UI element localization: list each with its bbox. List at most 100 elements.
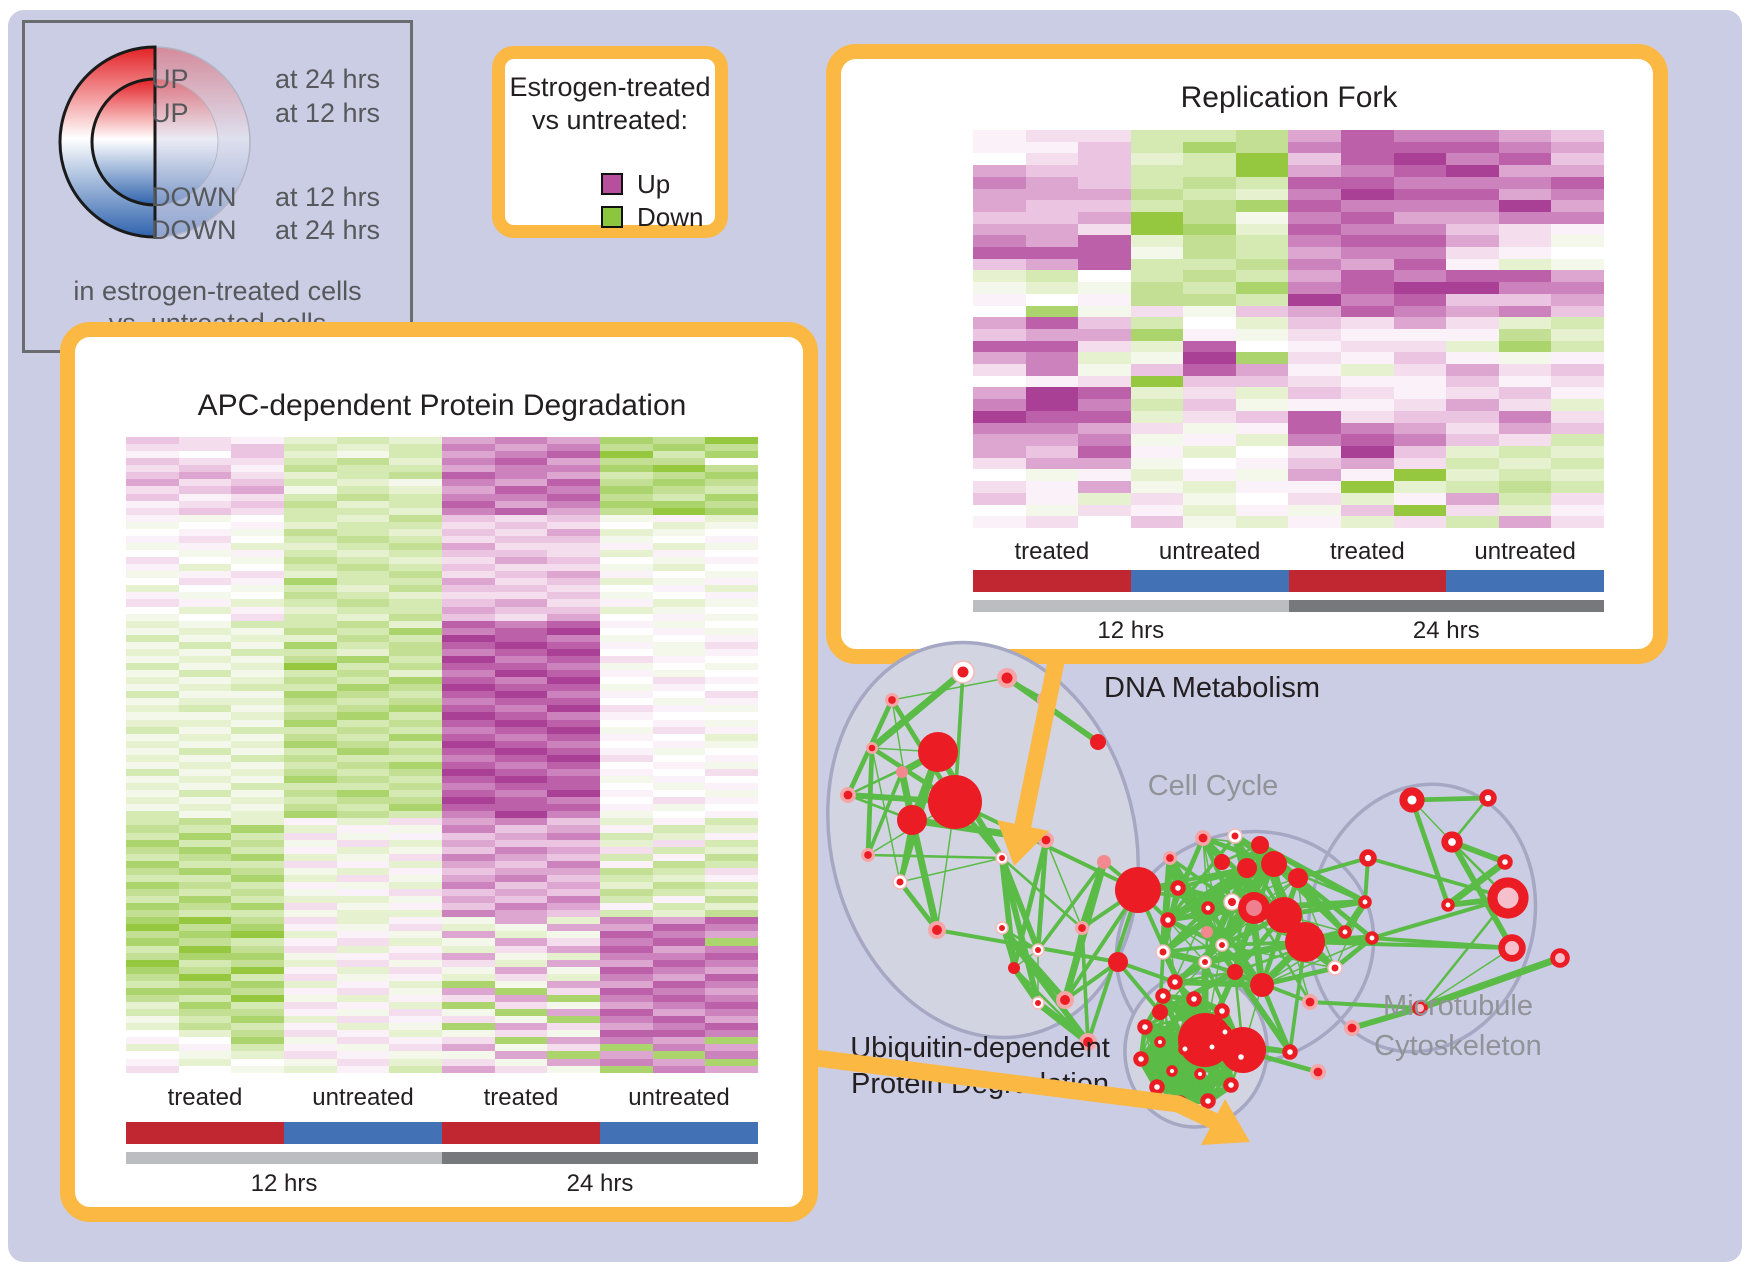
heatmap-cell — [178, 571, 232, 579]
heatmap-cell — [1130, 410, 1184, 423]
heatmap-cell — [1078, 211, 1131, 224]
heatmap-cell — [547, 980, 601, 988]
heatmap-cell — [705, 1058, 759, 1066]
heatmap-cell — [1551, 375, 1604, 388]
heatmap-cell — [1341, 492, 1394, 505]
rf-bar-treated-24 — [1288, 570, 1447, 592]
heatmap-cell — [178, 853, 232, 861]
heatmap-cell — [1130, 305, 1184, 318]
heatmap-row — [126, 670, 759, 678]
heatmap-cell — [178, 740, 232, 748]
heatmap-cell — [1551, 200, 1604, 212]
heatmap-cell — [1341, 258, 1394, 271]
heatmap-cell — [547, 811, 601, 819]
heatmap-cell — [389, 620, 443, 628]
heatmap-cell — [336, 465, 390, 473]
heatmap-row — [126, 698, 759, 706]
heatmap-cell — [600, 479, 653, 487]
apc-label-treated-12: treated — [167, 1084, 243, 1111]
heatmap-cell — [652, 874, 706, 882]
updown-title-line2: vs untreated: — [531, 105, 689, 135]
heatmap-cell — [1393, 352, 1447, 365]
heatmap-cell — [1235, 223, 1289, 236]
heatmap-cell — [1393, 188, 1447, 201]
heatmap-cell — [178, 486, 232, 494]
heatmap-cell — [1130, 364, 1184, 376]
heatmap-cell — [336, 1037, 390, 1045]
heatmap-cell — [1341, 364, 1394, 376]
heatmap-cell — [494, 726, 548, 734]
rf-bar-treated-12 — [973, 570, 1131, 592]
heatmap-cell — [336, 663, 390, 671]
apc-label-untreated-12: untreated — [312, 1084, 414, 1111]
heatmap-cell — [1078, 317, 1131, 329]
legend-at-24: at 24 hrs — [275, 64, 381, 94]
heatmap-cell — [547, 571, 601, 579]
heatmap-row — [126, 712, 759, 720]
heatmap-cell — [547, 641, 601, 649]
heatmap-cell — [1235, 130, 1289, 142]
heatmap-cell — [1183, 317, 1236, 329]
heatmap-cell — [389, 874, 443, 882]
heatmap-cell — [126, 698, 179, 706]
heatmap-cell — [284, 1051, 337, 1059]
heatmap-cell — [178, 472, 232, 480]
heatmap-cell — [231, 641, 285, 649]
heatmap-cell — [1235, 422, 1289, 435]
heatmap-cell — [336, 910, 390, 918]
heatmap-cell — [389, 712, 443, 720]
heatmap-cell — [1235, 410, 1289, 423]
heatmap-cell — [231, 719, 285, 727]
heatmap-row — [126, 444, 759, 452]
heatmap-cell — [231, 465, 285, 473]
heatmap-cell — [600, 881, 653, 889]
heatmap-cell — [178, 839, 232, 847]
heatmap-cell — [600, 535, 653, 543]
heatmap-cell — [442, 776, 495, 784]
heatmap-cell — [284, 599, 337, 607]
heatmap-cell — [336, 1002, 390, 1010]
heatmap-cell — [973, 387, 1026, 400]
heatmap-cell — [442, 571, 495, 579]
heatmap-cell — [1025, 176, 1079, 189]
heatmap-cell — [494, 571, 548, 579]
heatmap-cell — [600, 1065, 653, 1073]
heatmap-cell — [652, 486, 706, 494]
heatmap-cell — [705, 938, 759, 946]
heatmap-cell — [178, 1030, 232, 1038]
heatmap-cell — [284, 486, 337, 494]
heatmap-cell — [494, 585, 548, 593]
heatmap-cell — [389, 761, 443, 769]
heatmap-cell — [126, 444, 179, 452]
updown-legend-title: Estrogen-treated vs untreated: — [505, 71, 715, 137]
heatmap-cell — [652, 472, 706, 480]
heatmap-cell — [389, 853, 443, 861]
heatmap-cell — [1130, 492, 1184, 505]
heatmap-cell — [652, 437, 706, 445]
heatmap-cell — [1393, 235, 1447, 248]
heatmap-cell — [1341, 247, 1394, 259]
heatmap-cell — [973, 340, 1026, 353]
heatmap-cell — [494, 500, 548, 508]
heatmap-cell — [1288, 130, 1342, 142]
heatmap-cell — [1393, 223, 1447, 236]
heatmap-cell — [1288, 328, 1342, 341]
heatmap-cell — [389, 924, 443, 932]
heatmap-cell — [652, 535, 706, 543]
heatmap-cell — [494, 528, 548, 536]
heatmap-cell — [705, 733, 759, 741]
heatmap-cell — [442, 599, 495, 607]
heatmap-cell — [178, 952, 232, 960]
heatmap-cell — [389, 889, 443, 897]
heatmap-cell — [973, 445, 1026, 458]
heatmap-cell — [652, 620, 706, 628]
heatmap-cell — [284, 677, 337, 685]
heatmap-cell — [494, 451, 548, 459]
heatmap-cell — [389, 1037, 443, 1045]
heatmap-cell — [1025, 481, 1079, 493]
heatmap-row — [126, 910, 759, 918]
heatmap-cell — [1498, 422, 1552, 435]
heatmap-cell — [126, 578, 179, 586]
heatmap-cell — [231, 557, 285, 565]
